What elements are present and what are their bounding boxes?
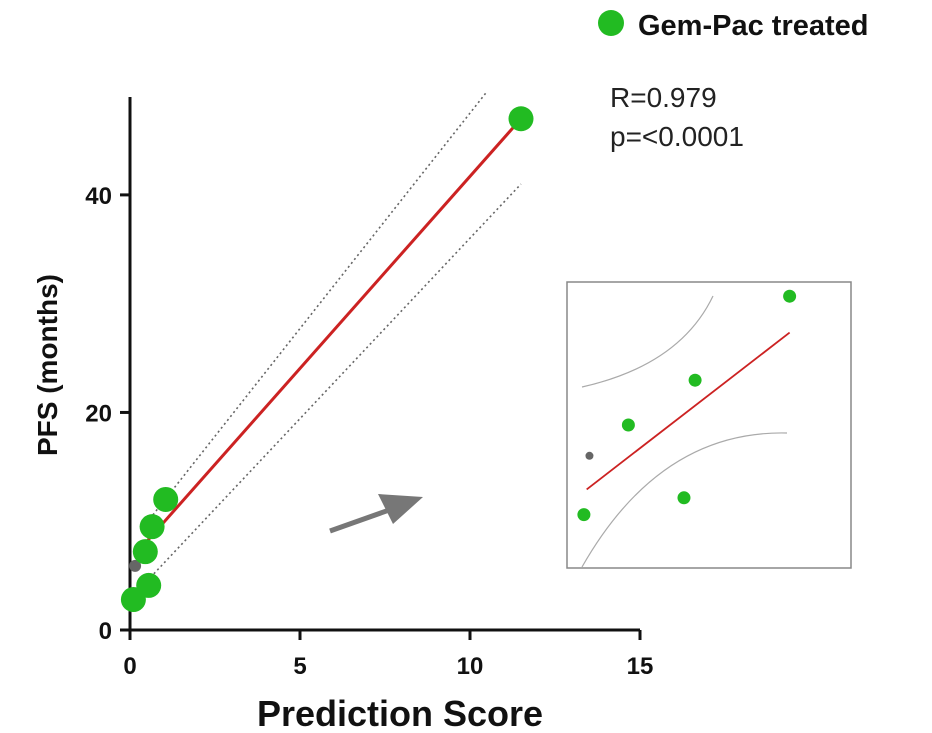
y-tick-label: 0	[99, 618, 112, 645]
data-point	[136, 572, 162, 598]
arrow-shaft	[329, 506, 393, 534]
x-tick-label: 10	[457, 653, 484, 680]
arrow-head	[378, 494, 423, 524]
x-tick-label: 0	[123, 653, 136, 680]
regression-line	[135, 117, 523, 554]
inset-data-point	[677, 491, 691, 505]
inset-data-point	[783, 289, 797, 303]
data-point	[508, 106, 534, 132]
x-axis-title: Prediction Score	[257, 693, 543, 733]
data-point-other	[129, 559, 142, 572]
y-axis-title: PFS (months)	[32, 274, 63, 456]
x-tick-label: 5	[293, 653, 306, 680]
inset-regression-line	[586, 331, 791, 491]
annotation-r-value: R=0.979	[610, 82, 717, 113]
legend-label: Gem-Pac treated	[638, 10, 869, 42]
inset-confidence-band-lower	[581, 432, 788, 568]
data-point	[132, 539, 158, 565]
x-tick-label: 15	[627, 653, 654, 680]
data-point	[139, 514, 165, 540]
inset-data-point-other	[585, 451, 594, 460]
inset-data-point	[621, 418, 635, 432]
data-point	[153, 486, 179, 512]
inset-arrow	[329, 494, 423, 534]
inset-data-point	[577, 508, 591, 522]
legend-marker	[598, 10, 624, 36]
inset-data-point	[688, 373, 702, 387]
y-tick-label: 20	[85, 400, 112, 427]
annotation-p-value: p=<0.0001	[610, 121, 744, 152]
legend: Gem-Pac treated	[598, 10, 869, 42]
confidence-band-lower	[146, 183, 522, 582]
confidence-band-upper	[142, 91, 488, 528]
inset-confidence-band-upper	[581, 295, 714, 388]
y-tick-label: 40	[85, 183, 112, 210]
inset-frame	[566, 281, 852, 569]
